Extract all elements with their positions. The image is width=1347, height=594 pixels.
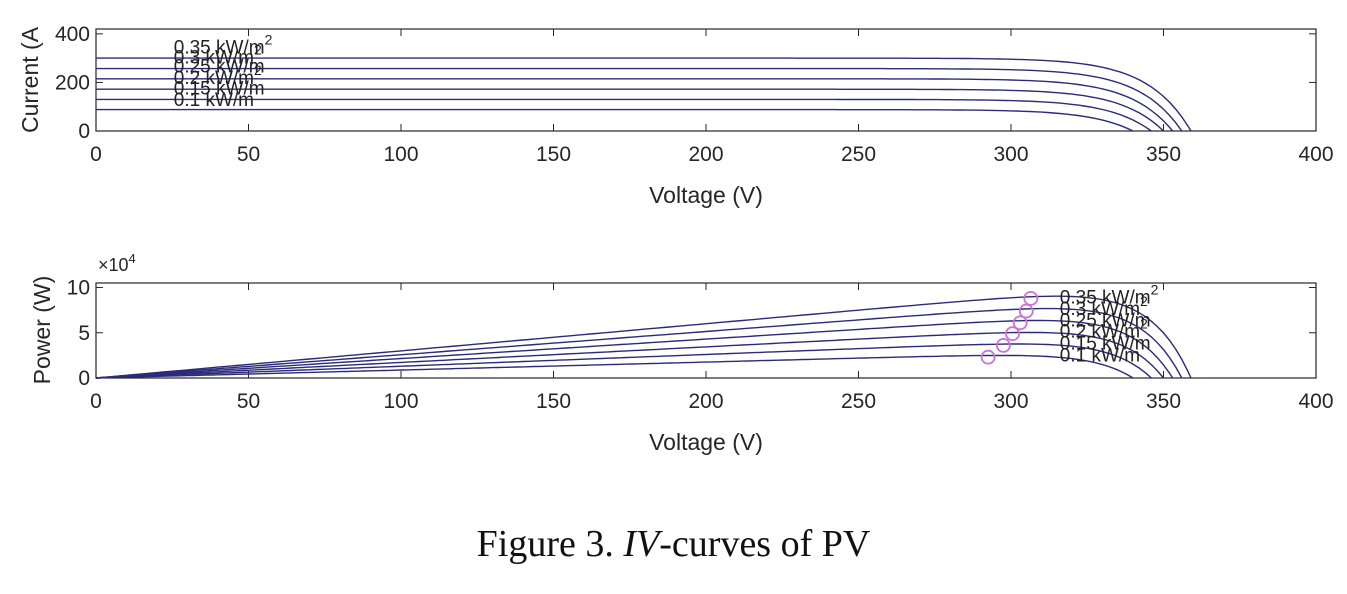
iv-x-tick-label: 50 [237, 143, 260, 166]
iv-x-tick-label: 200 [688, 143, 723, 166]
iv-curve-label-text: 0.15 kW/m [174, 79, 265, 100]
pv-curve-label: 0.3 kW/m2 [1060, 293, 1148, 320]
pv-x-tick-label: 50 [237, 390, 260, 413]
pv-curve-label: 0.15 kW/m [1060, 334, 1151, 355]
iv-y-tick-label: 400 [55, 23, 90, 46]
pv-x-tick-label: 200 [688, 390, 723, 413]
pv-curve-series [95, 307, 1183, 379]
iv-x-tick-label: 100 [383, 143, 418, 166]
pv-curve-label: 0.35 kW/m2 [1060, 281, 1159, 308]
pv-curve-label: 0.25 kW/m [1060, 310, 1151, 331]
iv-curve-series [96, 98, 1152, 132]
pv-curve-label-text: 0.1 kW/m [1060, 345, 1140, 366]
iv-curve-label-text: 0.35 kW/m [174, 37, 265, 58]
pv-curve-label-sup: 2 [1151, 281, 1159, 297]
pv-curve-series [95, 354, 1134, 379]
iv-curve-series [96, 67, 1183, 132]
max-power-point-marker [980, 349, 996, 365]
iv-y-tick-label: 0 [78, 120, 90, 143]
iv-curve-label-text: 0.1 kW/m [174, 90, 254, 111]
pv-x-axis-label: Voltage (V) [649, 429, 763, 455]
pv-y-tick-label: 10 [67, 277, 90, 300]
iv-curve-label: 0.1 kW/m [174, 90, 254, 111]
iv-curve-label-sup: 2 [254, 42, 262, 58]
iv-x-tick-label: 0 [90, 143, 102, 166]
pv-x-tick-label: 300 [993, 390, 1028, 413]
max-power-point-marker [1005, 326, 1020, 342]
pv-y-exponent: ×104 [98, 251, 136, 275]
pv-x-tick-label: 350 [1146, 390, 1181, 413]
caption-suffix: -curves of PV [659, 523, 871, 565]
iv-curve-label: 0.35 kW/m2 [174, 31, 273, 58]
pv-curve-series [95, 343, 1152, 379]
max-power-point-marker [1012, 315, 1028, 331]
pv-x-tick-label: 150 [536, 390, 571, 413]
caption-prefix: Figure 3. [476, 523, 624, 565]
iv-x-tick-label: 350 [1146, 143, 1181, 166]
iv-x-tick-label: 300 [993, 143, 1028, 166]
pv-y-tick-label: 0 [78, 367, 90, 390]
pv-x-tick-label: 250 [841, 390, 876, 413]
iv-y-axis-label: Current (A [17, 26, 43, 133]
pv-curve-label-text: 0.2 kW/m [1060, 322, 1140, 343]
iv-curve-label: 0.2 kW/m2 [174, 62, 262, 89]
pv-curve-label-sup: 2 [1140, 316, 1148, 332]
pv-curve-label-text: 0.3 kW/m [1060, 299, 1140, 320]
pv-x-tick-label: 100 [383, 390, 418, 413]
iv-curve-series [96, 78, 1174, 132]
max-power-point-marker [1018, 303, 1034, 319]
max-power-point-marker [995, 338, 1011, 353]
pv-curve-label-text: 0.15 kW/m [1060, 334, 1151, 355]
pv-curve-series [95, 319, 1174, 379]
iv-x-tick-label: 400 [1298, 143, 1333, 166]
iv-plot-frame [95, 28, 1317, 132]
iv-curve-label-sup: 2 [254, 62, 262, 78]
current-voltage-chart: 0 50 100 150 200 250 300 350 400 0 200 400 Voltage (… [17, 23, 1334, 208]
iv-curve-series [96, 88, 1164, 132]
max-power-point-marker [1023, 290, 1039, 306]
pv-curve-label-text: 0.25 kW/m [1060, 310, 1151, 331]
iv-curve-series [96, 57, 1192, 132]
pv-curve-label-text: 0.35 kW/m [1060, 287, 1151, 308]
pv-y-exponent-base: ×10 [98, 255, 129, 275]
iv-x-tick-label: 250 [841, 143, 876, 166]
caption-italic: IV [623, 523, 660, 565]
pv-y-exponent-power: 4 [129, 251, 136, 266]
pv-curve-series [95, 295, 1192, 379]
pv-x-tick-label: 0 [90, 390, 102, 413]
power-voltage-chart: 0 50 100 150 200 250 300 350 400 0 5 10 Voltage (V) P… [29, 251, 1334, 455]
iv-curve-label-text: 0.2 kW/m [174, 68, 254, 89]
iv-curve-label: 0.3 kW/m2 [174, 42, 262, 69]
iv-curve-label-text: 0.25 kW/m [174, 57, 265, 78]
pv-x-tick-label: 400 [1298, 390, 1333, 413]
iv-curve-label-text: 0.3 kW/m [174, 48, 254, 69]
pv-curve-label: 0.2 kW/m2 [1060, 316, 1148, 343]
iv-curve-series [96, 108, 1134, 132]
pv-curve-series [95, 331, 1165, 379]
iv-y-tick-label: 200 [55, 71, 90, 94]
iv-curve-label: 0.15 kW/m [174, 79, 265, 100]
iv-curve-label-sup: 2 [265, 31, 273, 47]
pv-curve-label: 0.1 kW/m [1060, 345, 1140, 366]
iv-curve-label: 0.25 kW/m [174, 57, 265, 78]
iv-x-axis-label: Voltage (V) [649, 182, 763, 208]
pv-y-axis-label: Power (W) [29, 276, 55, 385]
pv-curve-label-sup: 2 [1140, 293, 1148, 309]
figure-caption: Figure 3. IV-curves of PV [0, 522, 1347, 566]
pv-y-tick-label: 5 [78, 322, 90, 345]
iv-x-tick-label: 150 [536, 143, 571, 166]
